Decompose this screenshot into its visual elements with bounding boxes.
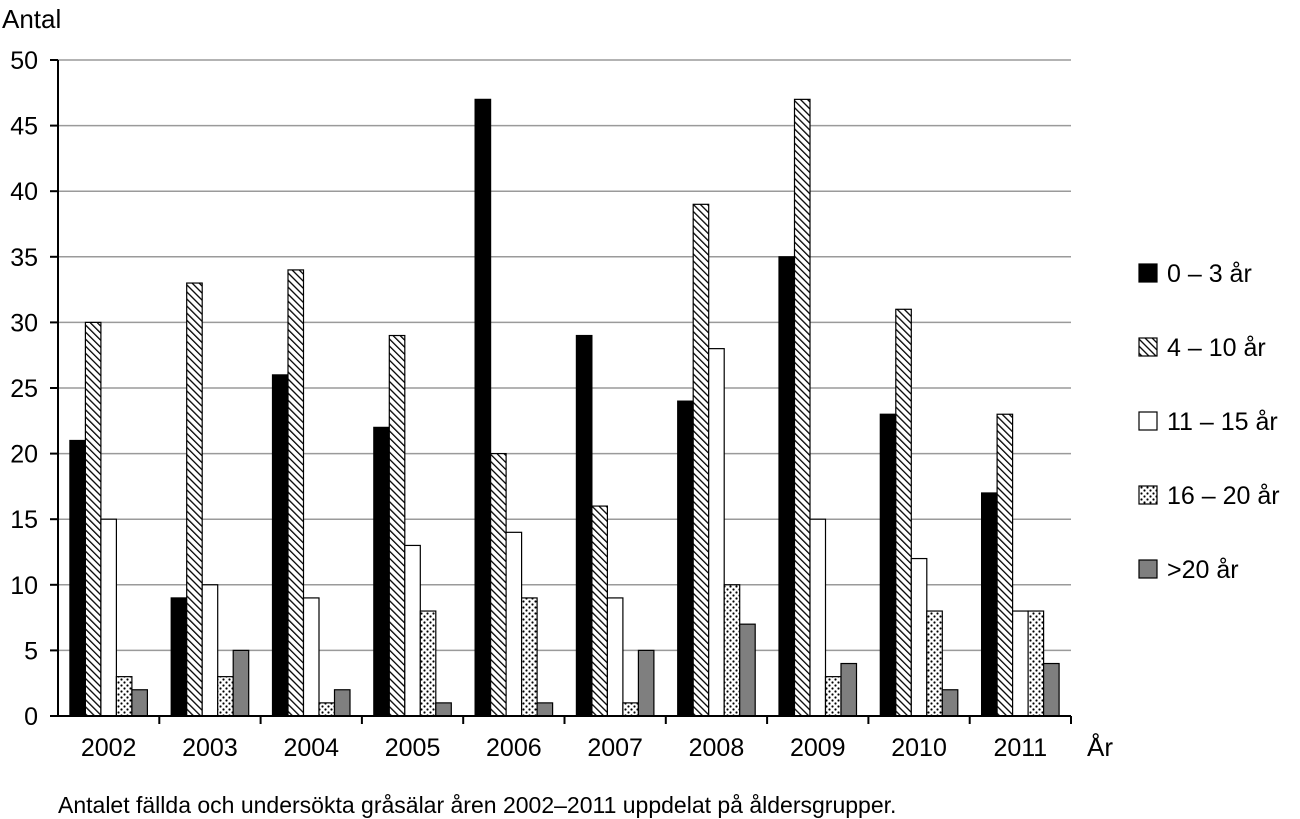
legend-swatch bbox=[1138, 263, 1158, 283]
bar bbox=[692, 203, 710, 717]
bar bbox=[677, 400, 694, 717]
bar bbox=[520, 597, 538, 717]
bar bbox=[606, 597, 624, 717]
x-tick-label: 2002 bbox=[81, 734, 137, 762]
y-tick-label: 0 bbox=[24, 703, 38, 731]
x-tick-label: 2008 bbox=[689, 734, 745, 762]
bar bbox=[474, 98, 492, 717]
bar bbox=[1027, 610, 1045, 717]
bar bbox=[388, 334, 406, 717]
legend-swatch bbox=[1138, 337, 1158, 357]
bar bbox=[895, 308, 912, 717]
bar bbox=[271, 374, 289, 717]
bar bbox=[941, 689, 959, 717]
bar bbox=[840, 662, 858, 717]
x-tick-label: 2009 bbox=[790, 734, 846, 762]
bar bbox=[723, 584, 741, 717]
y-tick-label: 5 bbox=[24, 637, 38, 665]
axes: 0 5 10 15 20 25 30 35 40 45 50 2002 2003 2004 2005 2006… bbox=[10, 47, 1072, 762]
bar bbox=[910, 557, 928, 717]
x-axis-title: År bbox=[1087, 732, 1113, 762]
bar bbox=[996, 413, 1014, 717]
y-tick-label: 50 bbox=[10, 47, 38, 75]
bar bbox=[926, 610, 943, 717]
x-tick-label: 2010 bbox=[891, 734, 947, 762]
bar bbox=[778, 256, 796, 717]
bar bbox=[1042, 662, 1060, 717]
x-tick-label: 2011 bbox=[993, 734, 1047, 762]
x-tick-label: 2005 bbox=[385, 734, 441, 762]
gridlines bbox=[58, 59, 1071, 652]
y-tick-label: 30 bbox=[10, 309, 38, 337]
bar bbox=[404, 544, 421, 717]
bar bbox=[637, 649, 655, 717]
y-tick-label: 25 bbox=[10, 375, 38, 403]
y-axis-title: Antal bbox=[2, 4, 61, 34]
bar bbox=[575, 334, 593, 717]
y-tick-label: 35 bbox=[10, 244, 38, 272]
bar bbox=[490, 453, 507, 717]
bar bbox=[435, 702, 452, 717]
y-tick-label: 40 bbox=[10, 178, 38, 206]
bar bbox=[419, 610, 437, 717]
bar bbox=[591, 505, 609, 717]
bar bbox=[809, 518, 827, 717]
bar bbox=[232, 649, 250, 717]
legend-swatch bbox=[1138, 411, 1158, 431]
x-tick-label: 2004 bbox=[283, 734, 339, 762]
bar bbox=[333, 689, 351, 717]
legend-swatch bbox=[1138, 559, 1158, 579]
x-tick-label: 2007 bbox=[587, 734, 643, 762]
bar bbox=[622, 702, 640, 717]
bar bbox=[69, 439, 87, 717]
x-tick-label: 2003 bbox=[182, 734, 238, 762]
bar bbox=[739, 623, 756, 717]
legend-label: 4 – 10 år bbox=[1167, 334, 1266, 362]
bar bbox=[708, 348, 725, 717]
legend-label: 11 – 15 år bbox=[1167, 408, 1278, 436]
legend: 0 – 3 år 4 – 10 år 11 – 15 år 16 – 20 år >20… bbox=[1138, 260, 1280, 584]
bar bbox=[131, 689, 148, 717]
bar bbox=[1011, 610, 1029, 717]
bar bbox=[824, 676, 842, 717]
legend-label: 0 – 3 år bbox=[1167, 260, 1252, 288]
y-tick-label: 20 bbox=[10, 441, 38, 469]
bars bbox=[69, 98, 1060, 717]
bar bbox=[287, 269, 305, 717]
bar bbox=[170, 597, 188, 717]
legend-label: >20 år bbox=[1167, 556, 1239, 584]
legend-label: 16 – 20 år bbox=[1167, 482, 1280, 510]
x-tick-label: 2006 bbox=[486, 734, 542, 762]
bar bbox=[302, 597, 320, 717]
bar bbox=[318, 702, 336, 717]
bar bbox=[793, 98, 811, 717]
bar bbox=[186, 282, 203, 717]
bar bbox=[879, 413, 897, 717]
bar bbox=[115, 676, 133, 717]
y-tick-label: 45 bbox=[10, 113, 38, 141]
y-tick-label: 15 bbox=[10, 506, 38, 534]
bar bbox=[201, 584, 219, 717]
chart-caption: Antalet fällda och undersökta gråsälar å… bbox=[58, 792, 896, 818]
bar bbox=[536, 702, 554, 717]
bar bbox=[100, 518, 118, 717]
legend-swatch bbox=[1138, 485, 1158, 505]
bar bbox=[84, 321, 102, 717]
bar bbox=[217, 676, 234, 717]
y-tick-label: 10 bbox=[10, 572, 38, 600]
bar bbox=[505, 531, 523, 717]
bar bbox=[980, 492, 998, 717]
bar bbox=[373, 426, 390, 717]
